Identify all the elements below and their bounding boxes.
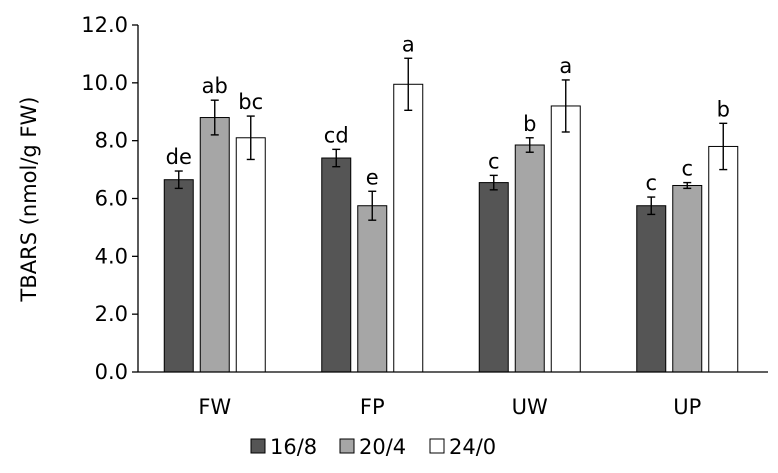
significance-label: b: [523, 112, 536, 136]
legend-label-16-8: 16/8: [270, 435, 317, 459]
legend-swatch-20-4: [339, 438, 355, 454]
bar-16-8-uw: [478, 182, 509, 373]
significance-label: e: [366, 165, 379, 189]
x-category-label: FW: [198, 395, 231, 419]
y-tick-label: 4.0: [95, 244, 128, 268]
bar-16-8-fp: [321, 157, 352, 373]
x-axis-labels: FW FP UW UP: [198, 395, 701, 419]
significance-label: cd: [324, 123, 349, 147]
y-tick-label: 10.0: [81, 71, 128, 95]
legend-label-24-0: 24/0: [449, 435, 496, 459]
y-tick-label: 8.0: [95, 129, 128, 153]
y-tick-label: 2.0: [95, 302, 128, 326]
significance-label: a: [402, 32, 415, 56]
significance-label: ab: [202, 74, 228, 98]
bar-16-8-fw: [163, 179, 194, 373]
significance-label: b: [717, 97, 730, 121]
bar-20-4-fw: [199, 117, 230, 373]
x-category-label: FP: [360, 395, 385, 419]
significance-label: de: [166, 145, 192, 169]
x-category-label: UW: [512, 395, 548, 419]
legend-swatch-24-0: [429, 438, 445, 454]
legend: 16/8 20/4 24/0: [250, 435, 496, 459]
bar-20-4-up: [672, 184, 703, 373]
bar-24-0-fw: [235, 137, 266, 373]
y-tick-label: 6.0: [95, 187, 128, 211]
significance-label: bc: [238, 90, 263, 114]
x-category-label: UP: [673, 395, 701, 419]
bar-20-4-fp: [357, 205, 388, 373]
bar-24-0-fp: [393, 83, 424, 373]
bar-16-8-up: [636, 205, 667, 373]
bar-24-0-uw: [550, 105, 581, 373]
y-axis-title: TBARS (nmol/g FW): [17, 97, 41, 303]
y-tick-label: 0.0: [95, 360, 128, 384]
legend-label-20-4: 20/4: [359, 435, 406, 459]
bar-20-4-uw: [514, 144, 545, 373]
bar-24-0-up: [708, 145, 739, 373]
significance-label: c: [488, 149, 500, 173]
significance-label: a: [559, 54, 572, 78]
y-axis-ticks: 0.0 2.0 4.0 6.0 8.0 10.0 12.0: [81, 13, 138, 384]
legend-swatch-16-8: [250, 438, 266, 454]
significance-label: c: [681, 157, 693, 181]
significance-label: c: [645, 171, 657, 195]
y-tick-label: 12.0: [81, 13, 128, 37]
